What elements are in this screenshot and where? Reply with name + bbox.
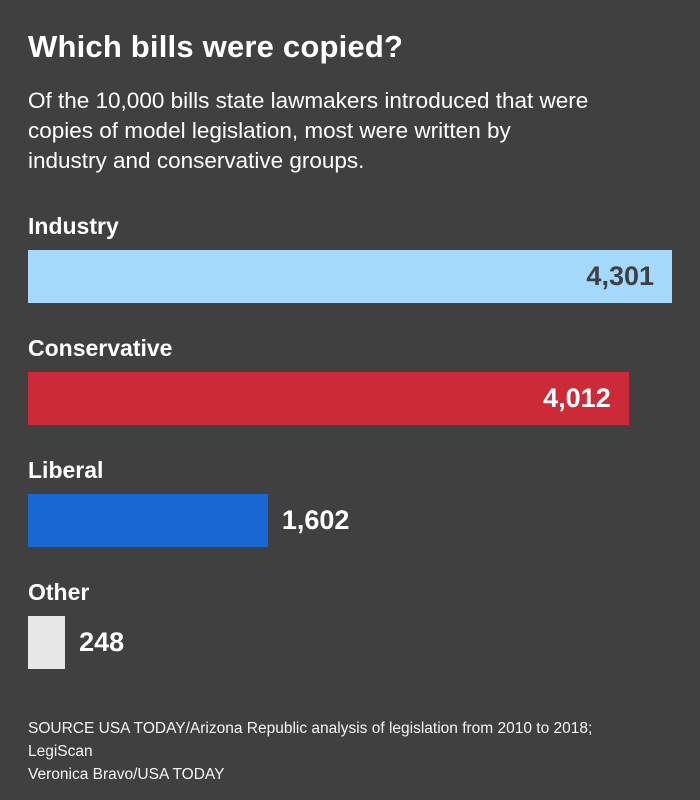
footer: SOURCE USA TODAY/Arizona Republic analys…: [28, 717, 672, 786]
bar-line: 4,012: [28, 372, 672, 425]
subtitle-line: Of the 10,000 bills state lawmakers intr…: [28, 88, 589, 113]
chart-row: Other 248: [28, 577, 672, 669]
bar-line: 4,301: [28, 250, 672, 303]
bar-label: Industry: [28, 213, 119, 239]
bar-value: 4,301: [586, 261, 654, 291]
bar-line: 248: [28, 616, 672, 669]
bar-line: 1,602: [28, 494, 672, 547]
bar-value: 4,012: [543, 383, 611, 413]
bar-chart: Industry 4,301 Conservative 4,012 Libera…: [28, 211, 672, 669]
bar: [28, 494, 268, 547]
credit-text: Veronica Bravo/USA TODAY: [28, 766, 225, 783]
bar-label: Other: [28, 579, 90, 605]
chart-subtitle: Of the 10,000 bills state lawmakers intr…: [28, 86, 672, 176]
source-text: SOURCE USA TODAY/Arizona Republic analys…: [28, 720, 593, 760]
bar-value: 248: [79, 627, 125, 657]
chart-row: Liberal 1,602: [28, 455, 672, 547]
bar-label: Conservative: [28, 335, 173, 361]
subtitle-line: copies of model legislation, most were w…: [28, 118, 511, 143]
subtitle-line: industry and conservative groups.: [28, 148, 365, 173]
chart-title: Which bills were copied?: [28, 29, 404, 64]
bar: 4,012: [28, 372, 629, 425]
bar: [28, 616, 66, 669]
bar: 4,301: [28, 250, 672, 303]
bar-label: Liberal: [28, 457, 104, 483]
chart-row: Industry 4,301: [28, 211, 672, 303]
bar-value: 1,602: [281, 505, 350, 535]
chart-row: Conservative 4,012: [28, 333, 672, 425]
